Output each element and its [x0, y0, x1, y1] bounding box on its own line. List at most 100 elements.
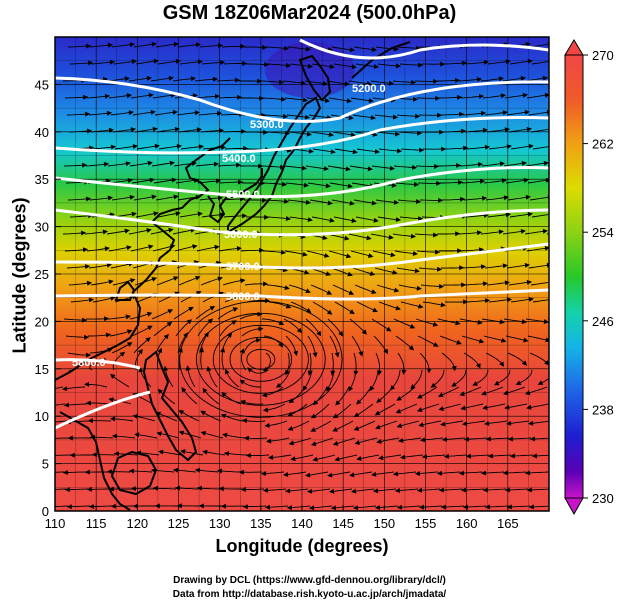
streamline-arrowhead: [544, 360, 549, 366]
streamline: [309, 471, 329, 476]
streamline-arrowhead: [461, 128, 467, 134]
streamline-arrowhead: [451, 381, 457, 387]
streamline-arrowhead: [370, 115, 376, 120]
streamline: [508, 488, 529, 491]
streamline: [355, 216, 375, 221]
streamline: [444, 147, 465, 150]
streamline-arrowhead: [110, 373, 116, 379]
streamline-arrowhead: [316, 330, 322, 337]
streamline: [348, 80, 369, 85]
streamline-arrowhead: [220, 60, 226, 65]
streamline: [334, 148, 355, 153]
streamline-arrowhead: [241, 418, 248, 424]
streamline: [288, 488, 309, 492]
contour-5800-south: [55, 358, 151, 430]
streamline: [459, 163, 480, 167]
streamline-arrowhead: [178, 430, 185, 436]
streamline-arrowhead: [196, 291, 202, 296]
streamline-arrowhead: [396, 395, 402, 401]
streamline-arrowhead: [125, 314, 131, 320]
streamline-arrowhead: [302, 251, 308, 257]
streamline: [132, 111, 153, 116]
streamline-arrowhead: [531, 453, 537, 459]
streamline: [155, 196, 175, 201]
streamline-arrowhead: [504, 280, 510, 286]
streamline-arrowhead: [501, 178, 507, 184]
streamline-arrowhead: [494, 380, 500, 386]
streamline-arrowhead: [480, 110, 487, 116]
streamline-arrowhead: [348, 386, 354, 392]
streamline-arrowhead: [84, 381, 89, 387]
streamline-arrowhead: [436, 180, 442, 186]
streamline-arrowhead: [395, 408, 402, 414]
streamline-arrowhead: [528, 420, 534, 426]
streamline: [223, 63, 244, 65]
streamline-arrowhead: [151, 277, 157, 282]
streamline-arrowhead: [413, 96, 419, 102]
streamline: [150, 229, 170, 235]
contour-5800: [55, 288, 549, 301]
streamline-arrowhead: [506, 420, 512, 426]
streamline: [289, 216, 310, 221]
streamline: [485, 197, 506, 201]
streamline: [111, 196, 132, 201]
streamline: [201, 214, 222, 218]
streamline-arrowhead: [88, 60, 94, 66]
streamline-arrowhead: [239, 348, 245, 354]
streamline: [68, 488, 89, 491]
streamline-arrowhead: [416, 407, 423, 412]
streamline: [160, 433, 180, 439]
streamline-arrowhead: [147, 160, 153, 166]
streamline: [508, 403, 528, 409]
streamline: [249, 454, 270, 457]
streamline: [263, 335, 282, 345]
streamline-arrowhead: [84, 469, 90, 475]
streamline-arrowhead: [307, 63, 313, 69]
vietnam-coastline: [59, 411, 131, 511]
streamline: [444, 505, 465, 508]
streamline: [465, 420, 486, 425]
streamline: [173, 308, 191, 320]
streamline: [200, 278, 220, 286]
streamline-arrowhead: [527, 211, 533, 217]
streamline-arrowhead: [305, 46, 311, 52]
streamline-arrowhead: [62, 386, 68, 392]
streamline-arrowhead: [455, 320, 461, 326]
streamline-arrowhead: [401, 369, 407, 375]
streamline-arrowhead: [526, 487, 532, 493]
streamline-arrowhead: [501, 337, 507, 343]
streamline-arrowhead: [374, 149, 380, 154]
streamline-arrowhead: [349, 472, 355, 478]
streamline: [440, 181, 460, 184]
streamline: [265, 46, 286, 49]
streamline-arrowhead: [200, 431, 207, 436]
streamline-arrowhead: [325, 183, 331, 189]
streamline-arrowhead: [351, 64, 357, 70]
streamline-arrowhead: [398, 438, 404, 443]
streamline-arrowhead: [361, 329, 367, 335]
streamline-arrowhead: [529, 436, 535, 442]
streamline-arrowhead: [108, 279, 114, 285]
streamline: [465, 61, 486, 65]
streamline: [509, 60, 530, 65]
streamline-arrowhead: [391, 182, 397, 188]
streamline: [484, 471, 505, 474]
streamline-arrowhead: [263, 281, 269, 287]
streamline-arrowhead: [67, 435, 73, 441]
streamline-arrowhead: [264, 214, 270, 220]
streamline-arrowhead: [456, 339, 462, 345]
streamline-arrowhead: [243, 145, 249, 151]
streamline: [506, 471, 527, 474]
streamline-arrowhead: [106, 262, 112, 268]
streamline-arrowhead: [430, 382, 437, 388]
streamline-arrowhead: [312, 456, 318, 462]
streamline: [329, 335, 338, 354]
streamline: [329, 182, 349, 187]
streamline-arrowhead: [416, 394, 423, 399]
streamline: [316, 454, 336, 460]
streamline-arrowhead: [324, 98, 330, 103]
streamline: [445, 437, 466, 440]
streamline-arrowhead: [87, 128, 93, 134]
streamline-arrowhead: [221, 392, 227, 398]
